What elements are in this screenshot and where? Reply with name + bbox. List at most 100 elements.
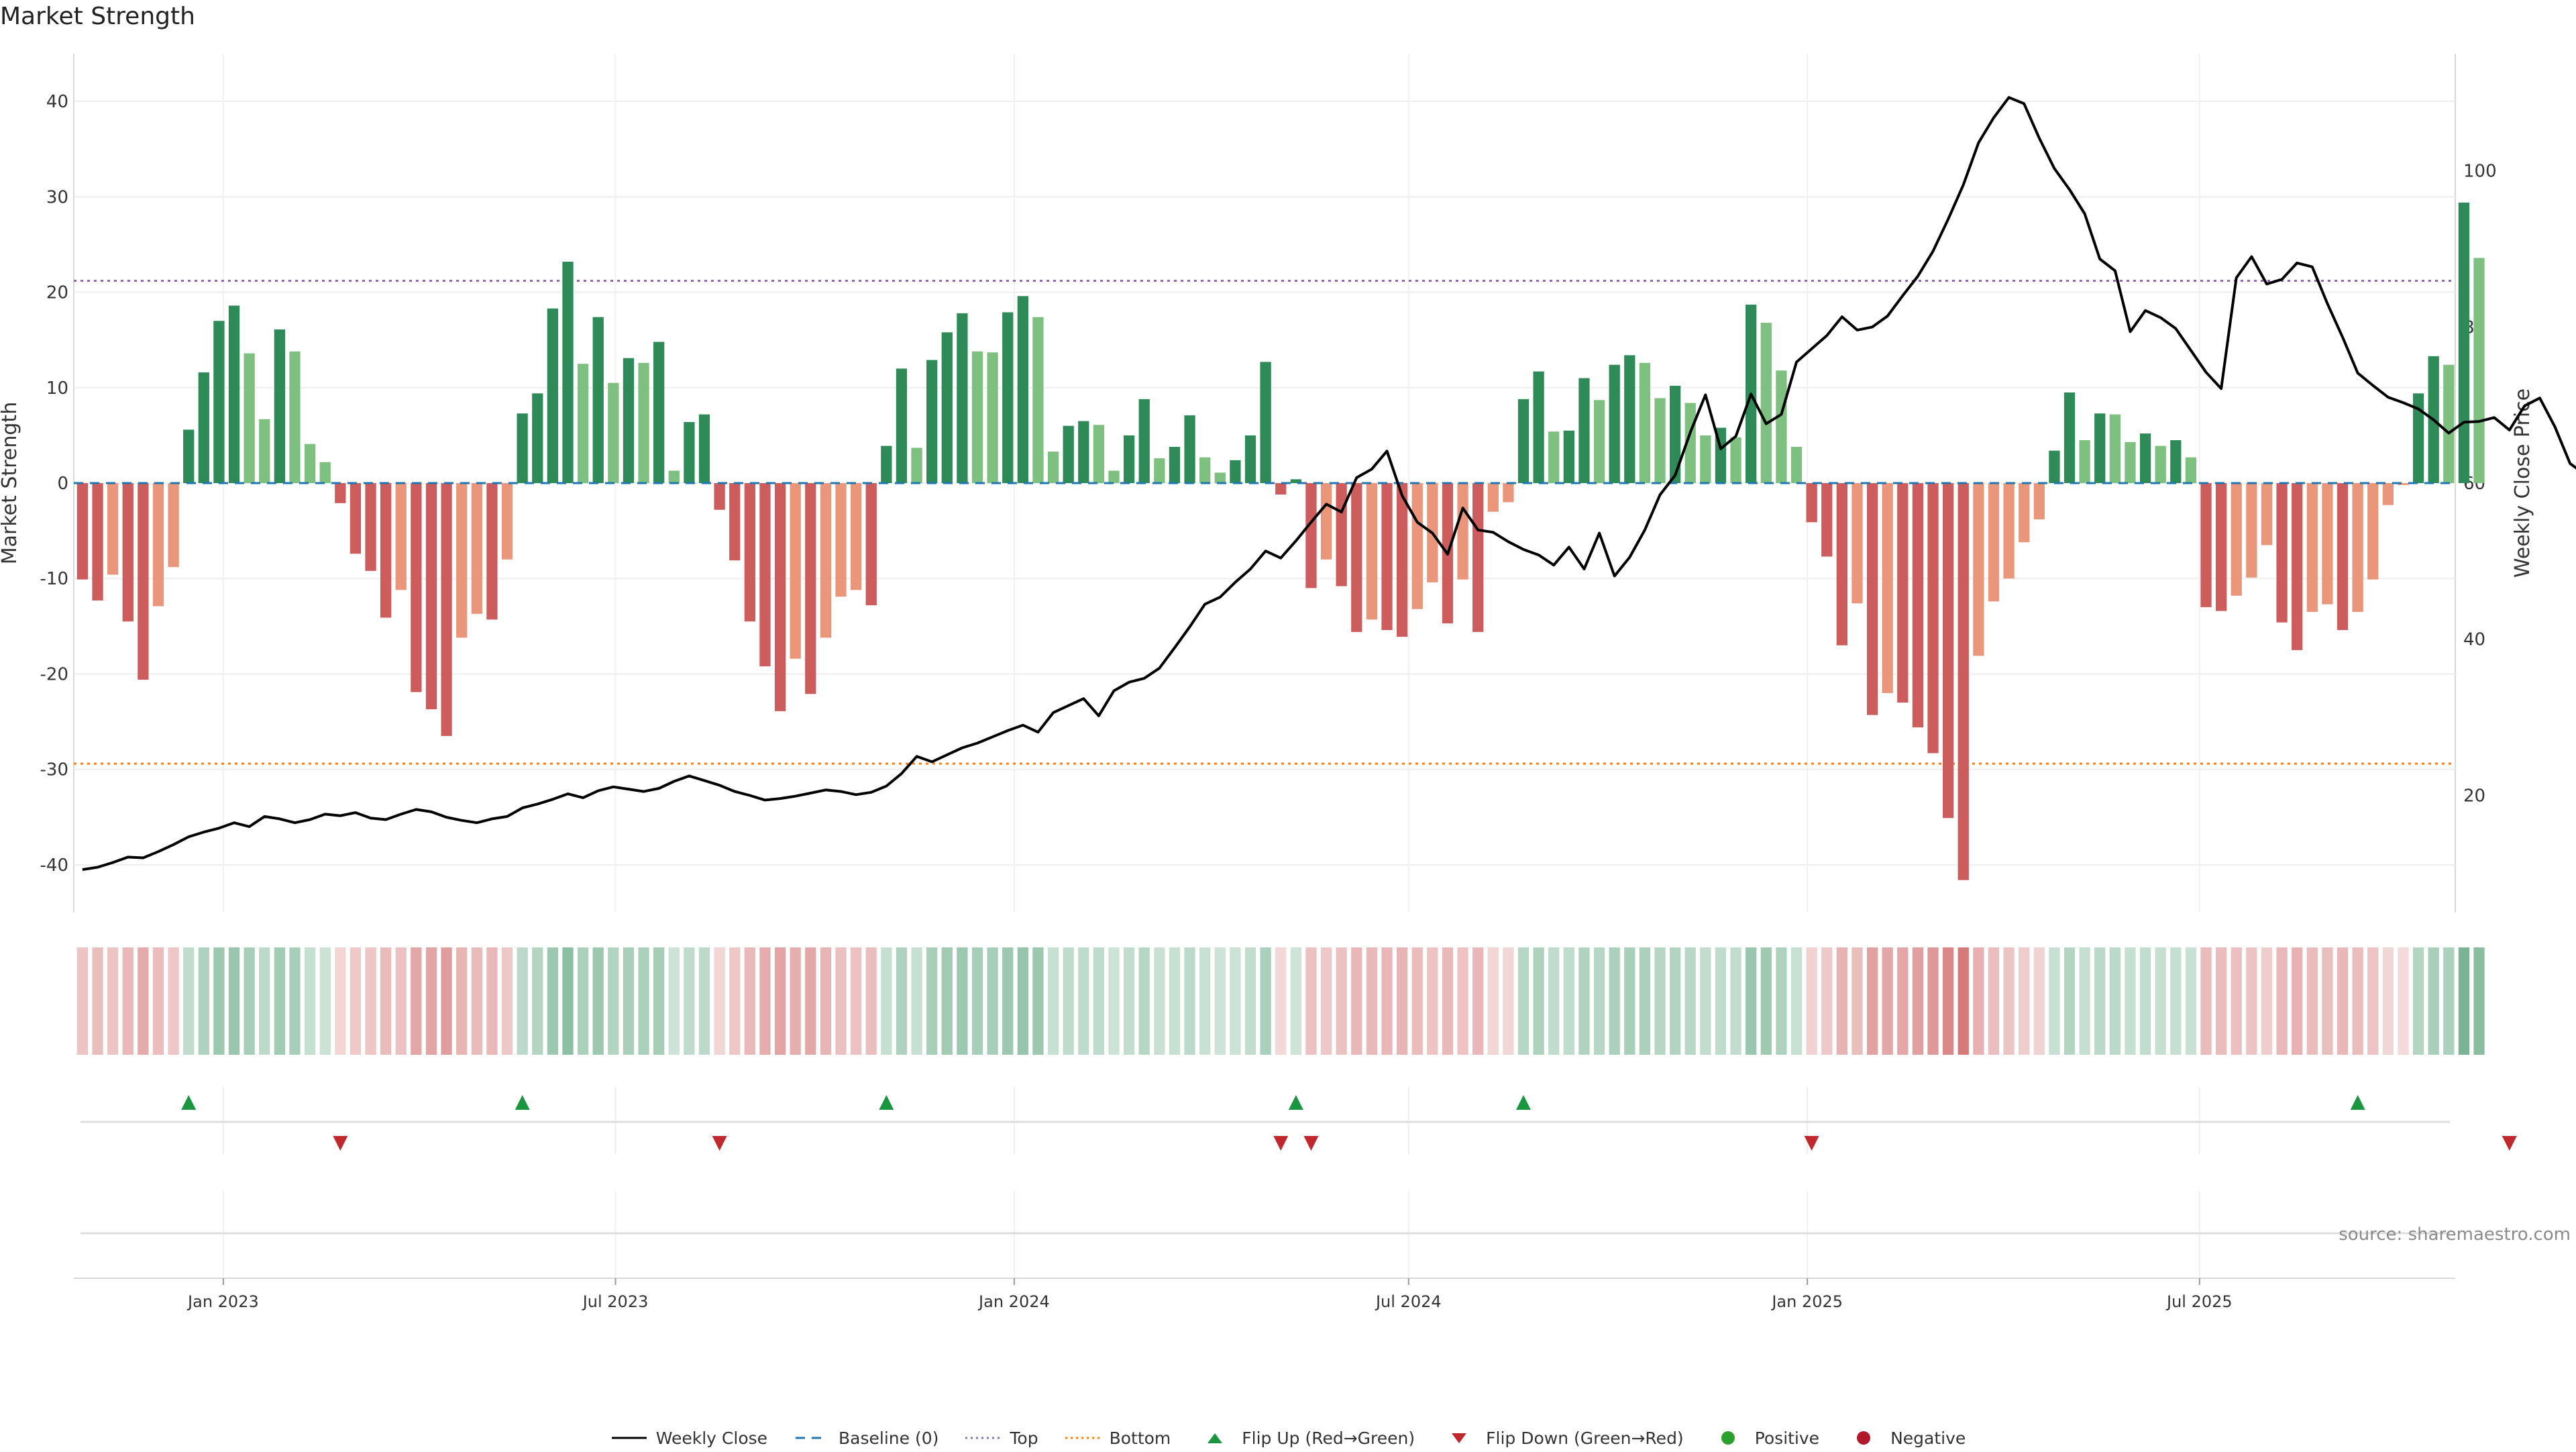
chart-legend: Weekly Close Baseline (0) Top Bottom Flip Up… <box>0 1427 2576 1449</box>
y2-tick-label: 100 <box>2463 162 2497 182</box>
legend-label: Positive <box>1754 1428 1820 1448</box>
strength-bar <box>1320 483 1332 560</box>
strength-strip-cell <box>1578 947 1590 1055</box>
strength-bar <box>1973 483 1984 656</box>
triangle-down-icon <box>1452 1433 1467 1443</box>
strength-bar <box>1957 483 1969 880</box>
strength-strip-cell <box>1503 947 1514 1055</box>
strength-bar <box>198 372 209 483</box>
strength-strip-cell <box>304 947 316 1055</box>
strength-bar <box>1776 370 1787 483</box>
strength-strip-cell <box>1411 947 1423 1055</box>
dashed-line-icon <box>796 1437 828 1439</box>
y-tick-label: 40 <box>46 92 68 112</box>
strength-bar <box>1290 479 1301 483</box>
strength-bar <box>76 483 89 580</box>
strength-bar <box>380 483 392 618</box>
strength-bar <box>608 382 619 483</box>
y-tick-label: 0 <box>57 474 68 494</box>
strength-bar <box>744 483 755 622</box>
strength-strip-cell <box>501 947 513 1055</box>
strength-strip-cell <box>1912 947 1924 1055</box>
circle-icon <box>1721 1431 1735 1445</box>
strength-bar <box>138 483 149 680</box>
strength-bar <box>1093 425 1105 483</box>
strength-bar <box>623 358 635 483</box>
strength-bar <box>213 321 225 483</box>
strength-strip-cell <box>1973 947 1984 1055</box>
strength-strip-cell <box>1442 947 1454 1055</box>
source-credit: source: sharemaestro.com <box>2339 1225 2571 1245</box>
strength-strip-cell <box>653 947 665 1055</box>
strength-bar <box>1336 483 1347 586</box>
strength-bar <box>1472 483 1484 632</box>
dotted-line-icon <box>965 1437 1001 1439</box>
strength-strip-cell <box>1563 947 1574 1055</box>
strength-strip-cell <box>1730 947 1741 1055</box>
strength-bar <box>517 413 528 483</box>
strength-bar <box>2215 483 2227 611</box>
strength-bar <box>820 483 832 638</box>
strength-strip-cell <box>790 947 801 1055</box>
strength-strip-cell <box>957 947 968 1055</box>
strength-bar <box>1851 483 1863 604</box>
strength-strip-cell <box>881 947 892 1055</box>
x-tick-label: Jan 2025 <box>1770 1292 1843 1311</box>
strength-strip-cell <box>1017 947 1028 1055</box>
strength-strip-cell <box>2019 947 2030 1055</box>
strength-bar <box>774 483 786 711</box>
flip-down-marker <box>712 1136 727 1151</box>
strength-bar <box>1063 425 1074 483</box>
strength-strip-cell <box>1609 947 1620 1055</box>
strength-strip-cell <box>2306 947 2318 1055</box>
strength-bar <box>425 483 437 710</box>
strength-strip-cell <box>411 947 422 1055</box>
strength-strip-cell <box>168 947 179 1055</box>
strength-bar <box>668 470 680 483</box>
legend-item: Flip Up (Red→Green) <box>1196 1429 1415 1448</box>
strength-bar <box>1275 483 1287 495</box>
strength-strip-cell <box>1882 947 1893 1055</box>
strength-strip-cell <box>1548 947 1560 1055</box>
y-tick-label: -30 <box>40 760 68 780</box>
strength-bar <box>2443 364 2455 483</box>
strength-strip-cell <box>2276 947 2288 1055</box>
legend-label: Negative <box>1890 1428 1966 1448</box>
strength-bar <box>2033 483 2045 520</box>
strength-strip-cell <box>987 947 998 1055</box>
strength-bar <box>957 313 968 483</box>
strength-bar <box>2049 450 2060 483</box>
strength-strip-cell <box>1669 947 1681 1055</box>
strength-strip-cell <box>926 947 938 1055</box>
strength-bar <box>1017 296 1028 483</box>
strength-bar <box>2337 483 2349 631</box>
x-tick-label: Jul 2023 <box>582 1292 649 1311</box>
strength-bar <box>1366 483 1378 620</box>
strength-strip-cell <box>1790 947 1803 1055</box>
strength-bar <box>941 332 953 483</box>
strength-strip-cell <box>152 947 164 1055</box>
strength-strip-cell <box>1093 947 1105 1055</box>
strength-bar <box>865 483 877 606</box>
strength-bar <box>698 414 710 483</box>
y-tick-label: -10 <box>40 569 68 589</box>
strength-strip-cell <box>1639 947 1651 1055</box>
strength-bar <box>1002 312 1014 483</box>
strength-strip-cell <box>850 947 862 1055</box>
strength-bar <box>395 483 407 590</box>
strength-bar <box>1214 472 1226 483</box>
y-tick-label: 10 <box>46 378 68 399</box>
strength-bar <box>1836 483 1847 645</box>
strength-bar <box>2231 483 2242 596</box>
strength-bar <box>2306 483 2318 612</box>
strength-bar <box>1790 446 1803 483</box>
strength-strip-cell <box>1866 947 1878 1055</box>
strength-bar <box>1244 435 1256 483</box>
strength-strip-cell <box>1123 947 1135 1055</box>
strength-bar <box>471 483 482 614</box>
strength-bar <box>244 353 255 483</box>
strength-strip-cell <box>92 947 103 1055</box>
strength-strip-cell <box>335 947 346 1055</box>
strength-strip-cell <box>107 947 119 1055</box>
